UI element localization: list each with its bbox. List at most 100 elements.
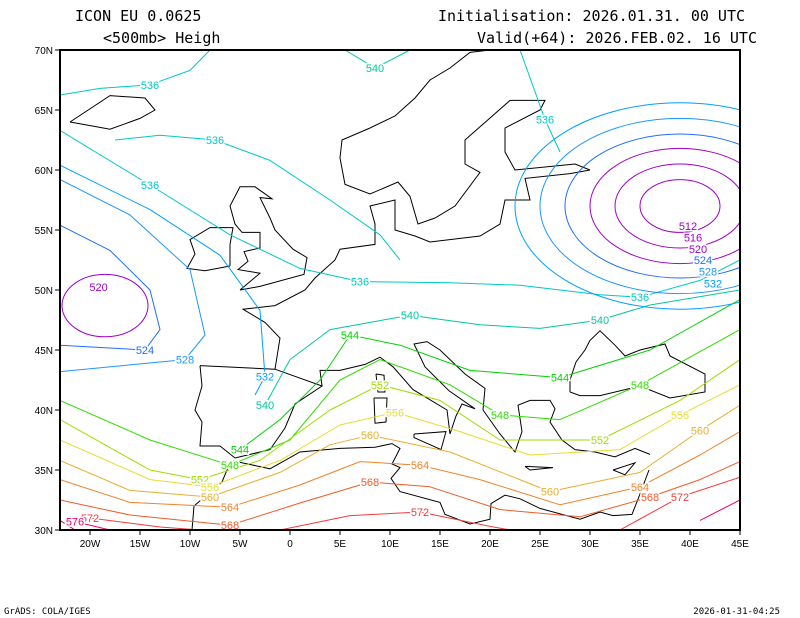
- contour-label: 544: [551, 373, 569, 385]
- contour-label: 564: [411, 460, 429, 472]
- lat-tick-label: 60N: [35, 166, 53, 177]
- contour-576: [699, 499, 740, 521]
- lon-tick-label: 30E: [581, 539, 599, 550]
- contour-536: [519, 50, 561, 153]
- contour-548: [60, 329, 740, 466]
- lon-tick-label: 10E: [381, 539, 399, 550]
- coastline: [319, 341, 651, 458]
- contour-label: 572: [671, 492, 689, 504]
- contour-label: 560: [691, 425, 709, 437]
- contour-label: 528: [176, 355, 194, 367]
- contour-label: 556: [386, 407, 404, 419]
- contour-528: [539, 117, 740, 295]
- contour-label: 568: [361, 477, 379, 489]
- lat-tick-label: 65N: [35, 106, 53, 117]
- lat-tick-label: 45N: [35, 346, 53, 357]
- contour-label: 576: [66, 517, 84, 529]
- grads-credit: GrADS: COLA/IGES: [4, 607, 91, 617]
- contour-516: [614, 163, 740, 249]
- contour-512: [639, 179, 721, 233]
- coastline: [413, 431, 447, 451]
- lon-tick-label: 5E: [334, 539, 347, 550]
- contour-label: 516: [684, 233, 702, 245]
- coastline: [612, 461, 637, 476]
- contour-label: 524: [136, 345, 154, 357]
- render-timestamp: 2026-01-31-04:25: [693, 607, 780, 617]
- contour-label: 524: [694, 255, 712, 267]
- contour-label: 556: [671, 410, 689, 422]
- valid-time: Valid(+64): 2026.FEB.02. 16 UTC: [477, 29, 757, 47]
- contour-540: [264, 289, 740, 406]
- lat-tick-label: 70N: [35, 46, 53, 57]
- coastlines: [69, 50, 706, 530]
- lon-tick-label: 15E: [431, 539, 449, 550]
- lon-tick-label: 25E: [531, 539, 549, 550]
- contour-544: [239, 299, 740, 451]
- contour-label: 528: [699, 267, 717, 279]
- contour-label: 548: [491, 410, 509, 422]
- contour-label: 520: [89, 282, 107, 294]
- contour-label: 544: [341, 330, 359, 342]
- contour-label: 572: [411, 507, 429, 519]
- lon-tick-label: 45E: [731, 539, 749, 550]
- contour-label: 536: [141, 80, 159, 92]
- contour-label: 552: [191, 475, 209, 487]
- contour-568: [60, 461, 740, 526]
- contour-532: [60, 164, 266, 396]
- contour-label: 568: [641, 492, 659, 504]
- contour-520: [589, 147, 740, 265]
- contour-524: [60, 224, 161, 351]
- lat-tick-label: 40N: [35, 406, 53, 417]
- lat-tick-label: 30N: [35, 526, 53, 537]
- lon-tick-label: 20W: [80, 539, 101, 550]
- contour-label: 548: [221, 460, 239, 472]
- contour-label: 540: [256, 400, 274, 412]
- contour-label: 540: [366, 63, 384, 75]
- contour-524: [564, 133, 740, 279]
- lon-tick-label: 15W: [130, 539, 151, 550]
- contour-556: [60, 384, 740, 488]
- contour-576: [74, 521, 111, 530]
- contour-label: 536: [631, 292, 649, 304]
- contour-label: 540: [401, 310, 419, 322]
- contour-528: [60, 179, 206, 373]
- contour-label: 552: [591, 435, 609, 447]
- contour-lines: [60, 50, 740, 530]
- contour-label: 560: [201, 492, 219, 504]
- contour-label: 536: [206, 135, 224, 147]
- lat-tick-label: 55N: [35, 226, 53, 237]
- contour-536: [60, 50, 211, 96]
- coastline: [229, 186, 308, 291]
- contour-540: [344, 50, 411, 69]
- contour-label: 520: [689, 244, 707, 256]
- contour-564: [60, 431, 740, 508]
- lon-tick-label: 0: [287, 539, 293, 550]
- coastline: [524, 465, 554, 471]
- lat-tick-label: 35N: [35, 466, 53, 477]
- init-time: Initialisation: 2026.01.31. 00 UTC: [438, 7, 745, 25]
- field-title: <500mb> Heigh: [103, 29, 220, 47]
- contour-label: 556: [201, 482, 219, 494]
- contour-label: 560: [361, 430, 379, 442]
- contour-552: [60, 359, 740, 481]
- coastline: [241, 169, 591, 370]
- contour-580: [60, 519, 76, 530]
- contour-label: 548: [631, 380, 649, 392]
- contour-label: 544: [231, 445, 249, 457]
- contour-label: 536: [536, 115, 554, 127]
- contour-label: 564: [221, 502, 239, 514]
- contour-label: 536: [141, 180, 159, 192]
- contour-label: 512: [679, 221, 697, 233]
- contour-label: 564: [631, 482, 649, 494]
- contour-572: [89, 517, 201, 530]
- contour-536: [60, 129, 740, 298]
- contour-label: 532: [704, 278, 722, 290]
- coastline: [191, 443, 650, 530]
- lon-tick-label: 35E: [631, 539, 649, 550]
- contour-532: [514, 102, 740, 310]
- contour-520: [61, 273, 149, 338]
- contour-label: 552: [371, 380, 389, 392]
- contour-label: 540: [591, 315, 609, 327]
